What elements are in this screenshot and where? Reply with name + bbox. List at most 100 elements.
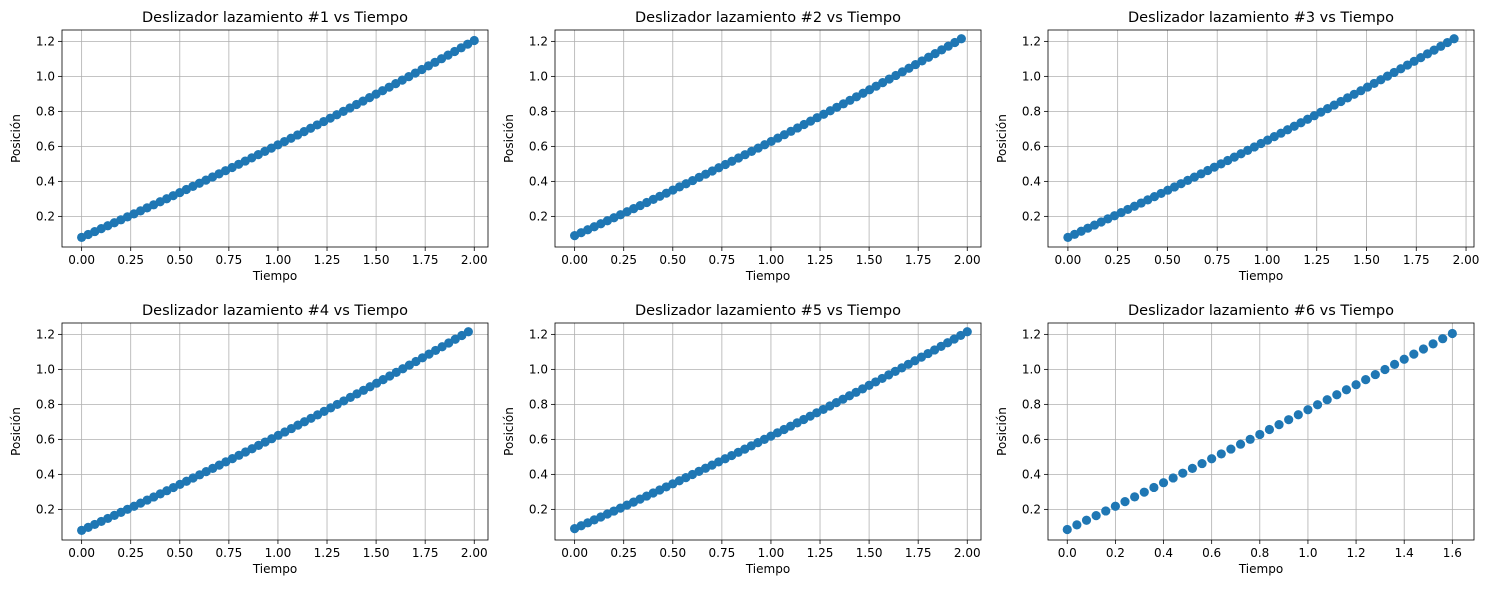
data-point (463, 327, 473, 337)
data-point (1449, 34, 1459, 44)
y-tick-label: 1.0 (36, 362, 55, 376)
axes-frame (61, 322, 489, 541)
x-tick-label: 1.75 (1403, 253, 1430, 267)
x-tick-label: 1.00 (758, 253, 785, 267)
x-tick-label: 0.25 (117, 546, 144, 560)
data-point (1216, 449, 1226, 459)
x-tick-label: 1.50 (363, 253, 390, 267)
data-point (1110, 501, 1120, 511)
x-axis-label: Tiempo (252, 562, 297, 576)
subplot-title: Deslizador lazamiento #5 vs Tiempo (635, 303, 901, 319)
data-point (1197, 458, 1207, 469)
y-tick-label: 1.0 (529, 362, 548, 376)
data-point (1168, 473, 1178, 483)
x-tick-label: 0.50 (659, 546, 686, 560)
data-point (1101, 506, 1111, 516)
x-tick-label: 2.00 (1453, 253, 1480, 267)
x-tick-label: 0.25 (117, 253, 144, 267)
y-axis-label: Posición (9, 114, 23, 163)
data-point (1091, 511, 1101, 521)
subplot-3: 0.00 0.25 0.50 0.75 1.00 1.25 1.50 1.75 2.00 0.2 0… (995, 10, 1479, 283)
data-point (1139, 487, 1149, 497)
x-tick-label: 0.0 (1058, 546, 1077, 560)
x-tick-label: 0.00 (561, 546, 588, 560)
data-point (1399, 354, 1409, 364)
data-point (1428, 339, 1438, 349)
data-point (1442, 37, 1453, 48)
x-tick-label: 1.0 (1298, 546, 1317, 560)
x-tick-label: 0.75 (216, 546, 243, 560)
y-axis-label: Posición (995, 114, 1009, 163)
data-point (1178, 468, 1188, 478)
y-tick-label: 0.4 (1022, 467, 1041, 481)
y-tick-label: 1.2 (36, 327, 55, 341)
x-tick-label: 2.00 (461, 253, 488, 267)
subplot-2: 0.00 0.25 0.50 0.75 1.00 1.25 1.50 1.75 2.00 0.2 0… (502, 10, 982, 283)
y-tick-label: 0.2 (36, 502, 55, 516)
data-point (956, 34, 966, 44)
y-tick-label: 0.2 (36, 209, 55, 223)
x-tick-label: 1.75 (412, 546, 439, 560)
y-tick-label: 0.6 (36, 139, 55, 153)
x-tick-label: 1.75 (905, 546, 932, 560)
y-tick-label: 0.6 (529, 139, 548, 153)
y-axis-label: Posición (995, 407, 1009, 456)
x-tick-label: 0.50 (1154, 253, 1181, 267)
data-point (1274, 420, 1284, 430)
y-tick-label: 0.8 (529, 397, 548, 411)
y-tick-label: 0.2 (1022, 209, 1041, 223)
x-tick-label: 1.50 (363, 546, 390, 560)
data-point (1438, 334, 1448, 344)
x-axis-label: Tiempo (745, 269, 790, 283)
data-point (1303, 405, 1313, 415)
y-tick-label: 0.8 (1022, 104, 1041, 118)
data-point (1418, 344, 1429, 354)
y-tick-label: 1.2 (36, 34, 55, 48)
x-tick-label: 0.2 (1106, 546, 1125, 560)
axes-frame (61, 29, 489, 248)
data-point (1245, 434, 1255, 444)
x-tick-label: 0.00 (1055, 253, 1082, 267)
data-point (1322, 395, 1332, 405)
x-tick-label: 1.75 (905, 253, 932, 267)
x-tick-label: 0.00 (68, 546, 95, 560)
x-tick-label: 2.00 (461, 546, 488, 560)
data-point (1293, 410, 1303, 420)
x-tick-label: 1.25 (807, 546, 834, 560)
data-point (1380, 364, 1390, 375)
data-point (1072, 520, 1082, 530)
data-point (1255, 429, 1265, 440)
y-tick-label: 0.4 (36, 174, 55, 188)
x-tick-label: 1.50 (1353, 253, 1380, 267)
y-axis-label: Posición (9, 407, 23, 456)
x-tick-label: 0.6 (1202, 546, 1221, 560)
x-tick-label: 0.75 (1204, 253, 1231, 267)
data-point (1389, 359, 1400, 369)
y-tick-label: 0.6 (1022, 432, 1041, 446)
subplot-title: Deslizador lazamiento #3 vs Tiempo (1128, 10, 1394, 26)
x-tick-label: 1.75 (412, 253, 439, 267)
x-tick-label: 0.50 (166, 546, 193, 560)
x-axis-label: Tiempo (1238, 562, 1283, 576)
y-axis-label: Posición (502, 407, 516, 456)
axes-frame (554, 29, 982, 248)
x-tick-label: 1.00 (265, 546, 292, 560)
x-tick-label: 1.00 (758, 546, 785, 560)
x-tick-label: 0.75 (216, 253, 243, 267)
x-tick-label: 1.25 (807, 253, 834, 267)
y-tick-label: 0.8 (36, 104, 55, 118)
subplot-title: Deslizador lazamiento #4 vs Tiempo (142, 303, 408, 319)
x-axis-label: Tiempo (745, 562, 790, 576)
x-tick-label: 1.00 (265, 253, 292, 267)
y-tick-label: 0.2 (529, 209, 548, 223)
data-point (469, 35, 479, 46)
x-tick-label: 1.25 (1303, 253, 1330, 267)
y-tick-label: 0.8 (529, 104, 548, 118)
subplot-title: Deslizador lazamiento #6 vs Tiempo (1128, 303, 1394, 319)
x-tick-label: 1.00 (1254, 253, 1281, 267)
data-point (1351, 380, 1361, 390)
x-tick-label: 1.4 (1395, 546, 1414, 560)
y-tick-label: 1.0 (1022, 362, 1041, 376)
y-tick-label: 0.6 (529, 432, 548, 446)
